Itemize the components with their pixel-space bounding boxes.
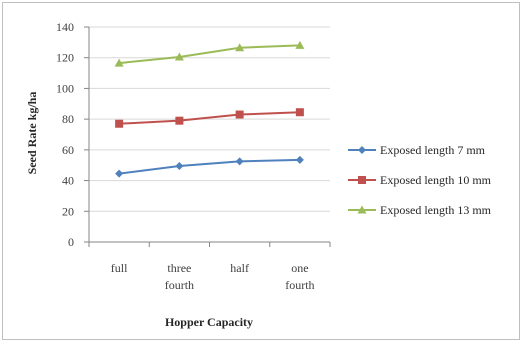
diamond-marker (115, 169, 124, 178)
square-marker (115, 119, 124, 128)
x-tick-label: full (111, 261, 128, 275)
square-marker (358, 176, 366, 184)
triangle-marker (174, 52, 184, 61)
diamond-marker (235, 157, 244, 166)
triangle-marker (295, 40, 305, 49)
diamond-marker (295, 155, 304, 164)
triangle-marker (235, 43, 245, 52)
square-marker (295, 108, 304, 117)
triangle-marker (114, 58, 124, 67)
y-tick-label: 120 (56, 51, 74, 65)
legend-label: Exposed length 13 mm (380, 203, 492, 217)
chart-frame (2, 2, 520, 340)
diamond-marker (175, 161, 184, 170)
x-tick-label: fourth (165, 278, 194, 292)
series-exposed-length-7-mm (115, 155, 304, 178)
series-exposed-length-13-mm (114, 40, 305, 67)
y-tick-label: 20 (62, 204, 74, 218)
diamond-marker (358, 146, 366, 154)
x-tick-label: half (230, 261, 249, 275)
series-group (114, 40, 305, 178)
y-axis: 0 20 40 60 80 100 120 140 (56, 20, 90, 249)
x-axis-title: Hopper Capacity (165, 315, 253, 329)
square-marker (175, 116, 184, 125)
legend-label: Exposed length 7 mm (380, 143, 486, 157)
legend-label: Exposed length 10 mm (380, 173, 492, 187)
triangle-marker (357, 205, 367, 214)
y-tick-label: 0 (68, 235, 74, 249)
series-line (119, 111, 300, 125)
legend-entry: Exposed length 7 mm (348, 143, 486, 157)
y-axis-title: Seed Rate kg/ha (25, 92, 39, 175)
x-axis: full three fourth half one fourth (88, 241, 331, 292)
series-line (119, 44, 300, 65)
y-tick-label: 60 (62, 143, 74, 157)
x-tick-label: three (167, 261, 191, 275)
y-tick-label: 80 (62, 112, 74, 126)
gridlines (89, 26, 330, 212)
square-marker (235, 110, 244, 119)
y-tick-label: 40 (62, 174, 74, 188)
legend-entry: Exposed length 10 mm (348, 173, 492, 187)
x-tick-label: one (291, 261, 308, 275)
y-tick-label: 140 (56, 20, 74, 34)
legend: Exposed length 7 mm Exposed length 10 mm E… (348, 143, 492, 217)
legend-entry: Exposed length 13 mm (348, 203, 492, 217)
series-line (118, 158, 300, 175)
x-tick-label: fourth (285, 278, 314, 292)
y-tick-label: 100 (56, 81, 74, 95)
series-exposed-length-10-mm (115, 108, 304, 128)
